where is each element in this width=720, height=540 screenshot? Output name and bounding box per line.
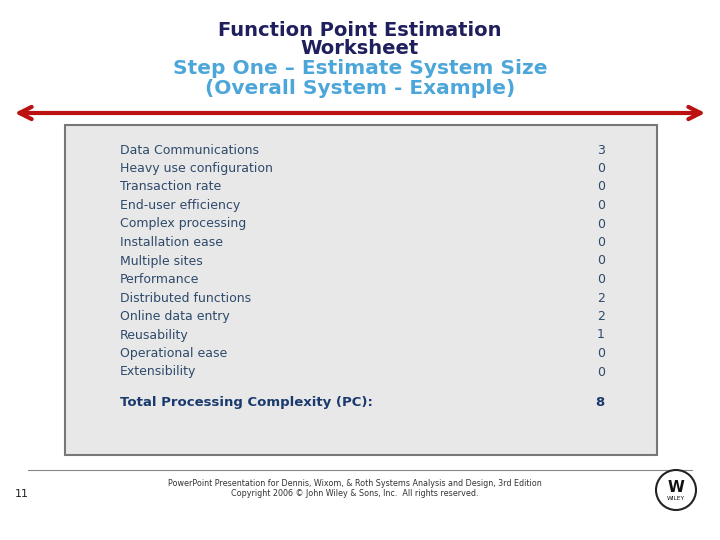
Text: 0: 0 — [597, 254, 605, 267]
Text: 8: 8 — [595, 396, 605, 409]
Text: 0: 0 — [597, 218, 605, 231]
Text: Online data entry: Online data entry — [120, 310, 230, 323]
Text: Extensibility: Extensibility — [120, 366, 197, 379]
Text: 1: 1 — [597, 328, 605, 341]
Text: Total Processing Complexity (PC):: Total Processing Complexity (PC): — [120, 396, 373, 409]
Text: Transaction rate: Transaction rate — [120, 180, 221, 193]
Text: Function Point Estimation: Function Point Estimation — [218, 21, 502, 39]
Text: Data Communications: Data Communications — [120, 144, 259, 157]
Text: 2: 2 — [597, 310, 605, 323]
Text: Operational ease: Operational ease — [120, 347, 228, 360]
Text: 0: 0 — [597, 366, 605, 379]
Text: Heavy use configuration: Heavy use configuration — [120, 162, 273, 175]
Text: Multiple sites: Multiple sites — [120, 254, 203, 267]
Text: 0: 0 — [597, 180, 605, 193]
Text: Installation ease: Installation ease — [120, 236, 223, 249]
Text: WILEY: WILEY — [667, 496, 685, 501]
Text: End-user efficiency: End-user efficiency — [120, 199, 240, 212]
Text: 3: 3 — [597, 144, 605, 157]
Text: 0: 0 — [597, 273, 605, 286]
FancyBboxPatch shape — [65, 125, 657, 455]
Text: 0: 0 — [597, 162, 605, 175]
Text: Distributed functions: Distributed functions — [120, 292, 251, 305]
Text: 2: 2 — [597, 292, 605, 305]
Text: Step One – Estimate System Size: Step One – Estimate System Size — [173, 59, 547, 78]
Text: PowerPoint Presentation for Dennis, Wixom, & Roth Systems Analysis and Design, 3: PowerPoint Presentation for Dennis, Wixo… — [168, 478, 542, 488]
FancyArrowPatch shape — [19, 107, 701, 119]
Text: W: W — [667, 480, 685, 495]
Text: Reusability: Reusability — [120, 328, 189, 341]
Text: Copyright 2006 © John Wiley & Sons, Inc.  All rights reserved.: Copyright 2006 © John Wiley & Sons, Inc.… — [231, 489, 479, 498]
Text: Worksheet: Worksheet — [301, 38, 419, 57]
Circle shape — [656, 470, 696, 510]
Text: Performance: Performance — [120, 273, 199, 286]
Text: 11: 11 — [15, 489, 29, 499]
Text: 0: 0 — [597, 199, 605, 212]
Text: 0: 0 — [597, 236, 605, 249]
Text: Complex processing: Complex processing — [120, 218, 246, 231]
Text: 0: 0 — [597, 347, 605, 360]
Text: (Overall System - Example): (Overall System - Example) — [205, 78, 515, 98]
